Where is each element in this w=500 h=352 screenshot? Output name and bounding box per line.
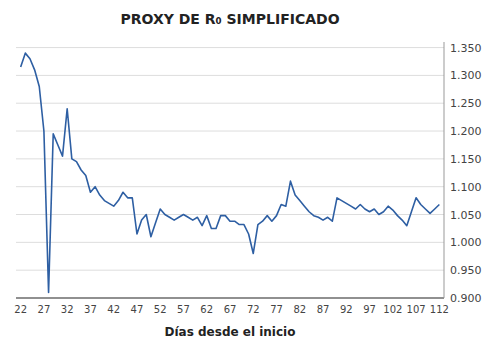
x-tick-label: 42 <box>107 304 120 315</box>
x-axis-line <box>16 298 444 299</box>
x-axis-label: Días desde el inicio <box>165 325 296 339</box>
x-tick-label: 102 <box>383 304 402 315</box>
y-tick-label: 1.350 <box>450 42 482 55</box>
y-tick-label: 1.050 <box>450 209 482 222</box>
grid-line <box>16 158 444 159</box>
x-tick-label: 67 <box>224 304 237 315</box>
grid-line <box>16 242 444 243</box>
x-tick-label: 97 <box>363 304 376 315</box>
x-tick-label: 52 <box>154 304 167 315</box>
y-tick-label: 1.200 <box>450 125 482 138</box>
line <box>21 53 440 292</box>
x-tick-label: 62 <box>200 304 213 315</box>
x-tick-label: 92 <box>340 304 353 315</box>
x-tick-label: 112 <box>430 304 449 315</box>
x-tick-label: 37 <box>84 304 97 315</box>
x-tick-label: 27 <box>38 304 51 315</box>
x-tick-label: 87 <box>317 304 330 315</box>
grid-line <box>16 47 444 48</box>
x-tick-label: 57 <box>177 304 190 315</box>
x-tick-label: 77 <box>270 304 283 315</box>
grid-line <box>16 103 444 104</box>
title: PROXY DE R₀ SIMPLIFICADO <box>120 11 339 27</box>
y-tick-label: 1.100 <box>450 181 482 194</box>
y-tick-label: 1.000 <box>450 236 482 249</box>
x-tick-label: 47 <box>131 304 144 315</box>
y-tick-label: 1.250 <box>450 97 482 110</box>
x-tick-label: 32 <box>61 304 74 315</box>
grid <box>16 48 444 298</box>
data <box>21 53 440 292</box>
y-axis-line <box>444 42 445 298</box>
grid-line <box>16 186 444 187</box>
y-tick-label: 0.900 <box>450 292 482 305</box>
grid-line <box>16 270 444 271</box>
y-tick-label: 1.300 <box>450 69 482 82</box>
grid-line <box>16 75 444 76</box>
y-tick-label: 0.950 <box>450 264 482 277</box>
chart: PROXY DE R₀ SIMPLIFICADO 0.900 0.950 1.000 1… <box>0 0 500 352</box>
grid-line <box>16 298 444 299</box>
y-tick-label: 1.150 <box>450 153 482 166</box>
grid-line <box>16 131 444 132</box>
x-tick-label: 82 <box>293 304 306 315</box>
x-tick-label: 107 <box>407 304 426 315</box>
x-tick-label: 72 <box>247 304 260 315</box>
x-tick-label: 22 <box>14 304 27 315</box>
